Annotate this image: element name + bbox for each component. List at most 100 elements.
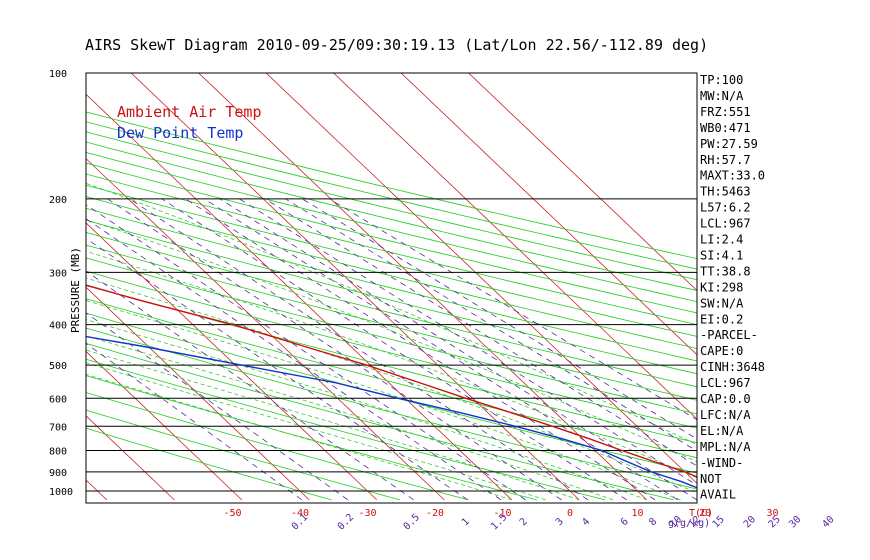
dry-adiabat-line bbox=[86, 270, 697, 429]
mixing-ratio-line bbox=[86, 204, 526, 501]
isotherm-line bbox=[86, 286, 310, 501]
index-entry: TH:5463 bbox=[700, 185, 751, 199]
dew-point-line bbox=[86, 335, 697, 489]
pressure-tick-label: 500 bbox=[49, 361, 67, 372]
isotherm-line bbox=[0, 54, 39, 500]
index-entry: TT:38.8 bbox=[700, 264, 751, 278]
pressure-tick-label: 600 bbox=[49, 394, 67, 405]
bottom-temp-tick-label: -50 bbox=[223, 508, 241, 519]
mixing-ratio-label: 6 bbox=[619, 516, 631, 528]
bottom-temp-tick-label: 20 bbox=[699, 508, 711, 519]
index-entry: SW:N/A bbox=[700, 296, 744, 310]
isotherm-line bbox=[333, 73, 697, 420]
index-entry: LFC:N/A bbox=[700, 408, 751, 422]
index-entry: MAXT:33.0 bbox=[700, 169, 765, 183]
isotherm-line bbox=[198, 73, 648, 501]
mixing-ratio-unit-label: g(g/kg) bbox=[668, 518, 710, 529]
dry-adiabat-line bbox=[86, 232, 697, 388]
bottom-temp-tick-label: 10 bbox=[631, 508, 643, 519]
index-entry: -PARCEL- bbox=[700, 328, 758, 342]
dry-adiabat-line bbox=[86, 152, 697, 303]
index-entry: LCL:967 bbox=[700, 376, 751, 390]
dry-adiabat-line bbox=[86, 375, 537, 501]
index-entry: NOT bbox=[700, 472, 722, 486]
x-axis-label: T(C) bbox=[689, 508, 713, 519]
index-entry: EL:N/A bbox=[700, 424, 744, 438]
index-entry: KI:298 bbox=[700, 280, 743, 294]
plot-frame bbox=[85, 72, 698, 504]
pressure-tick-label: 1000 bbox=[49, 487, 73, 498]
dry-adiabat-line bbox=[86, 219, 697, 375]
isotherm-line bbox=[86, 415, 175, 501]
mixing-ratio-line bbox=[86, 342, 303, 501]
index-entry: MPL:N/A bbox=[700, 440, 751, 454]
mixing-ratio-label: 30 bbox=[787, 514, 803, 530]
index-entry: WB0:471 bbox=[700, 121, 751, 135]
dry-adiabat-line bbox=[86, 244, 697, 401]
dry-adiabat-line bbox=[86, 162, 697, 314]
dry-adiabat-line bbox=[86, 131, 697, 281]
index-entry: TP:100 bbox=[700, 73, 743, 87]
isotherm-line bbox=[86, 93, 513, 501]
dry-adiabat-line bbox=[86, 141, 697, 291]
mixing-ratio-line bbox=[86, 312, 349, 501]
bottom-temp-tick-label: -20 bbox=[426, 508, 444, 519]
pressure-tick-label: 400 bbox=[49, 321, 67, 332]
mixing-ratio-label: 0.2 bbox=[336, 512, 357, 533]
index-entry: MW:N/A bbox=[700, 89, 744, 103]
pressure-ticks: 100 200 300 400 500 600 700 800 900 1000 bbox=[49, 69, 73, 498]
bottom-temp-tick-label: -40 bbox=[291, 508, 309, 519]
mixing-ratio-label: 1 bbox=[460, 516, 472, 528]
moist-adiabat-line bbox=[86, 335, 614, 501]
mixing-ratio-line bbox=[107, 198, 562, 501]
mixing-ratio-line bbox=[285, 198, 697, 452]
pressure-tick-label: 300 bbox=[49, 268, 67, 279]
chart-title: AIRS SkewT Diagram 2010-09-25/09:30:19.1… bbox=[85, 36, 708, 54]
index-entry: -WIND- bbox=[700, 456, 743, 470]
dry-adiabat-line bbox=[86, 409, 401, 501]
dry-adiabat-line bbox=[86, 121, 697, 270]
mixing-ratio-line bbox=[161, 198, 627, 501]
mixing-ratio-line bbox=[86, 218, 502, 501]
dry-adiabat-line bbox=[86, 343, 674, 501]
mixing-ratio-line bbox=[264, 198, 697, 467]
dry-adiabat-line bbox=[86, 392, 469, 501]
isotherm-line bbox=[86, 222, 378, 501]
grid-lines bbox=[0, 54, 697, 501]
index-entry: EI:0.2 bbox=[700, 312, 743, 326]
index-entry: SI:4.1 bbox=[700, 248, 743, 262]
isotherm-line bbox=[86, 158, 445, 501]
moist-adiabat-line bbox=[86, 349, 580, 501]
mixing-ratio-label: 20 bbox=[742, 514, 758, 530]
index-entry: PW:27.59 bbox=[700, 137, 758, 151]
index-entry: RH:57.7 bbox=[700, 153, 751, 167]
index-entry: CAPE:0 bbox=[700, 344, 743, 358]
moist-adiabat-line bbox=[86, 300, 681, 501]
pressure-tick-label: 100 bbox=[49, 69, 67, 80]
dry-adiabat-line bbox=[86, 111, 697, 260]
bottom-temperature-ticks: -50 -40 -30 -20 -10 0 10 20 30 bbox=[223, 508, 778, 519]
y-axis-label: PRESSURE (MB) bbox=[69, 247, 82, 333]
dry-adiabat-line bbox=[86, 284, 697, 444]
isotherm-line bbox=[468, 73, 697, 292]
isotherm-line bbox=[130, 73, 580, 501]
isotherm-line bbox=[400, 73, 697, 356]
pressure-tick-label: 200 bbox=[49, 195, 67, 206]
legend-air-temp: Ambient Air Temp bbox=[117, 103, 262, 121]
mixing-ratio-line bbox=[185, 198, 656, 501]
index-entry: FRZ:551 bbox=[700, 105, 751, 119]
index-entry: L57:6.2 bbox=[700, 201, 751, 215]
dry-adiabat-line bbox=[86, 207, 697, 362]
mixing-ratio-label: 0.5 bbox=[402, 512, 423, 533]
mixing-ratio-label: 8 bbox=[647, 516, 659, 528]
index-entry: LCL:967 bbox=[700, 217, 751, 231]
pressure-tick-label: 800 bbox=[49, 447, 67, 458]
mixing-ratio-label: 40 bbox=[820, 514, 836, 530]
mixing-ratio-line bbox=[328, 198, 697, 421]
legend-dew-point: Dew Point Temp bbox=[117, 124, 243, 142]
moist-adiabat-line bbox=[86, 277, 697, 494]
dry-adiabat-line bbox=[86, 427, 332, 501]
dry-adiabat-line bbox=[86, 327, 697, 490]
index-entry: CAP:0.0 bbox=[700, 392, 751, 406]
